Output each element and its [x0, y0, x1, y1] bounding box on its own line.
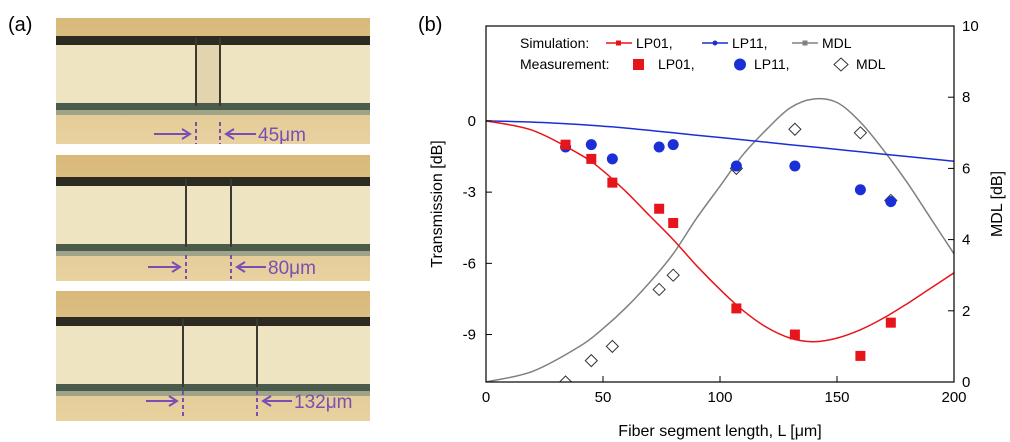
x-tick-label: 200 — [941, 389, 966, 406]
micrograph-132um: 132μm — [56, 291, 370, 421]
legend-sim-mdl: MDL — [822, 35, 852, 51]
meas-mdl-point — [584, 353, 599, 368]
x-tick-label: 150 — [824, 389, 849, 406]
meas-lp11-point — [885, 196, 897, 208]
x-tick-label: 100 — [707, 389, 732, 406]
y-tick-label: -9 — [463, 327, 476, 344]
micrograph-label: 45μm — [258, 125, 306, 144]
x-tick-label: 50 — [595, 389, 612, 406]
y2-tick-label: 8 — [962, 89, 970, 106]
meas-lp11-point — [730, 160, 742, 172]
legend-sim-lp11: LP11, — [732, 35, 768, 51]
meas-lp01-point — [654, 203, 665, 214]
meas-mdl-point — [788, 122, 802, 136]
micrograph-label: 80μm — [268, 258, 316, 279]
y-tick-label: -3 — [463, 184, 476, 201]
sim-lp01-line — [486, 120, 954, 343]
meas-lp11-point — [667, 139, 679, 151]
y-axis-label: Transmission [dB] — [429, 140, 446, 267]
micrograph-label: 132μm — [294, 392, 352, 413]
legend-meas-lp01: LP01, — [658, 56, 695, 72]
panel-b-label: (b) — [418, 14, 443, 36]
meas-lp11-point — [585, 139, 597, 151]
measure-arrows — [154, 122, 256, 144]
meas-lp01-point — [586, 153, 597, 164]
meas-mdl-point — [853, 126, 868, 140]
legend-sim-lp01: LP01, — [636, 35, 673, 51]
plot-frame — [485, 25, 955, 383]
y2-axis-label: MDL [dB] — [989, 171, 1006, 237]
micrograph-45um: 45μm — [56, 18, 370, 144]
meas-lp11-point — [789, 160, 801, 172]
meas-lp01-point — [560, 139, 571, 150]
legend-meas-mdl: MDL — [856, 56, 886, 72]
micrograph-80um: 80μm — [56, 155, 370, 281]
x-tick-label: 0 — [482, 389, 490, 406]
meas-mdl-point — [558, 375, 573, 382]
meas-mdl-point — [652, 282, 666, 297]
sim-lp11-line — [486, 120, 954, 163]
y2-tick-label: 0 — [962, 374, 970, 391]
measure-arrows — [148, 255, 266, 279]
legend: Simulation: LP01, LP11, MDL Measurement:… — [520, 35, 886, 72]
y-tick-label: 0 — [468, 113, 476, 130]
meas-mdl-point — [666, 268, 680, 282]
legend-meas-lp11: LP11, — [754, 56, 790, 72]
legend-measurement-label: Measurement: — [520, 56, 609, 72]
meas-lp01-point — [731, 303, 742, 314]
meas-lp11-point — [653, 141, 665, 153]
meas-lp01-point — [607, 177, 618, 188]
meas-lp01-point — [668, 217, 679, 228]
y2-tick-label: 10 — [962, 18, 979, 35]
panel-a-label: (a) — [8, 14, 33, 36]
meas-lp11-point — [606, 153, 618, 165]
measure-arrows — [146, 391, 292, 417]
meas-lp01-point — [789, 329, 800, 340]
legend-simulation-label: Simulation: — [520, 35, 589, 51]
plot-area — [486, 97, 954, 382]
meas-lp11-point — [854, 184, 866, 196]
y-tick-label: -6 — [463, 255, 476, 272]
meas-mdl-point — [605, 339, 620, 354]
y2-tick-label: 4 — [962, 232, 970, 249]
y2-tick-label: 2 — [962, 303, 970, 320]
meas-lp01-point — [885, 317, 896, 328]
y2-tick-label: 6 — [962, 160, 970, 177]
sim-mdl-line — [486, 97, 954, 382]
meas-lp01-point — [855, 350, 866, 361]
x-axis-label: Fiber segment length, L [μm] — [618, 423, 821, 440]
